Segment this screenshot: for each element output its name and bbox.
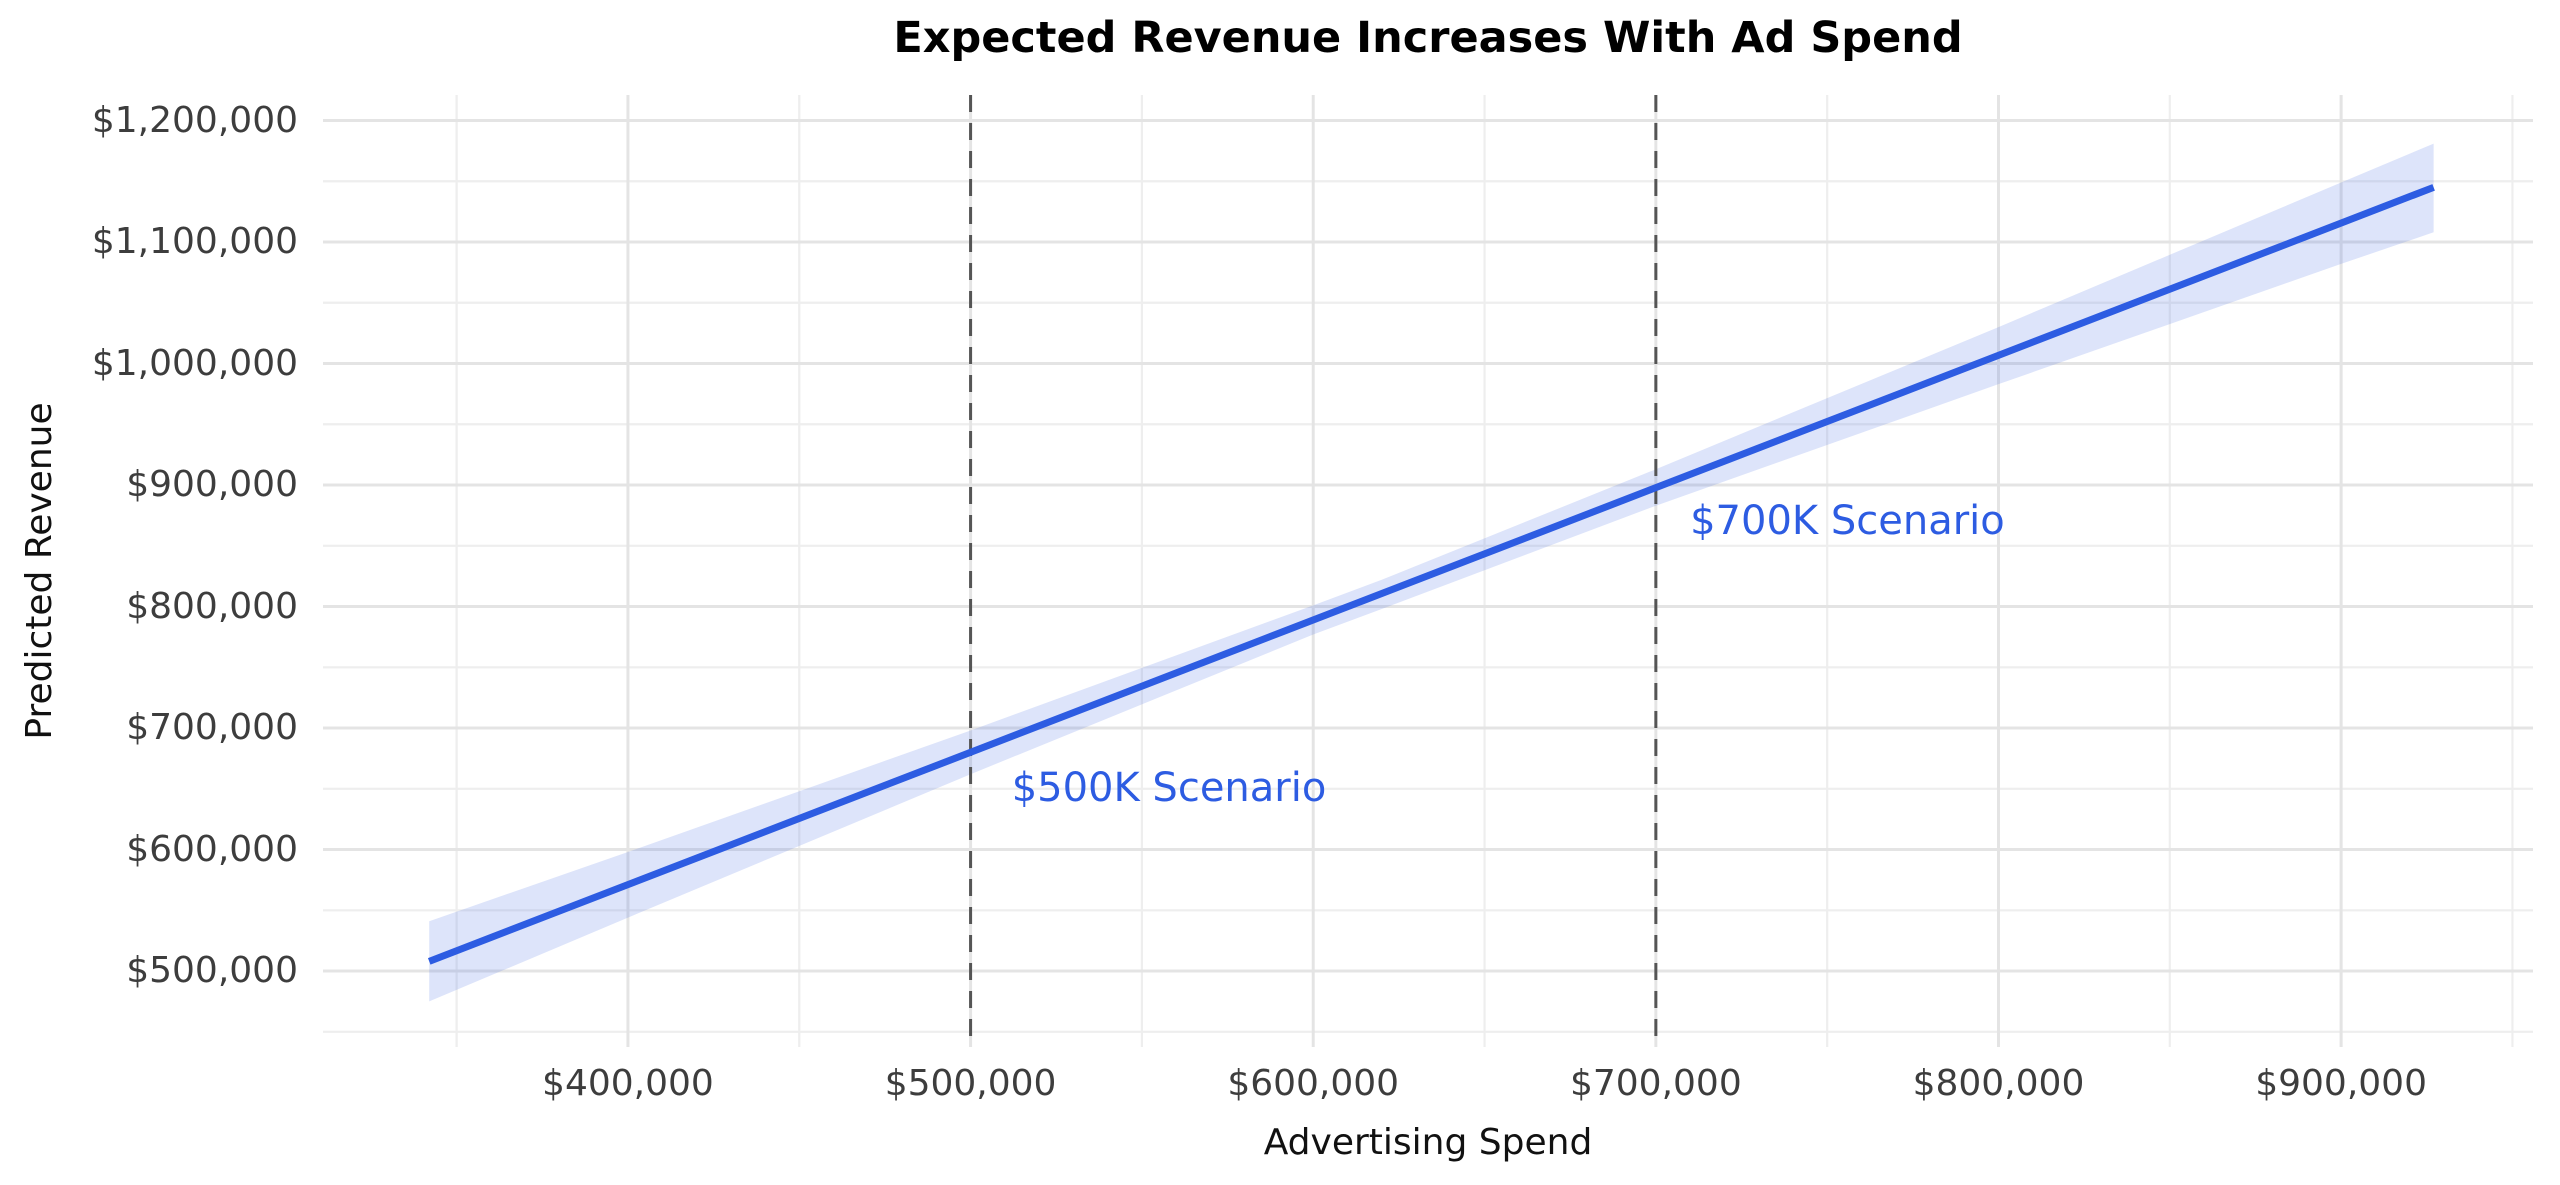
x-tick-label: $600,000 (1227, 1063, 1400, 1104)
regression-line (427, 184, 2435, 965)
x-tick-label: $500,000 (884, 1063, 1057, 1104)
scenario-annotation: $700K Scenario (1690, 498, 2005, 545)
x-tick-label: $700,000 (1569, 1063, 1742, 1104)
x-tick-label: $900,000 (2255, 1063, 2427, 1104)
y-tick-label: $1,200,000 (91, 99, 298, 141)
y-tick-label: $1,000,000 (91, 342, 298, 384)
y-tick-label: $900,000 (126, 464, 298, 506)
y-tick-label: $800,000 (126, 585, 298, 627)
y-tick-label: $600,000 (126, 828, 298, 870)
y-tick-label: $700,000 (126, 707, 298, 749)
x-tick-label: $400,000 (542, 1063, 714, 1104)
y-axis-label: Predicted Revenue (19, 402, 60, 740)
chart-title: Expected Revenue Increases With Ad Spend (893, 13, 1963, 63)
x-axis-label: Advertising Spend (1263, 1122, 1593, 1163)
y-tick-label: $500,000 (126, 950, 298, 992)
x-tick-label: $800,000 (1912, 1063, 2085, 1104)
scenario-annotation: $500K Scenario (1011, 764, 1327, 811)
y-tick-label: $1,100,000 (91, 221, 298, 263)
